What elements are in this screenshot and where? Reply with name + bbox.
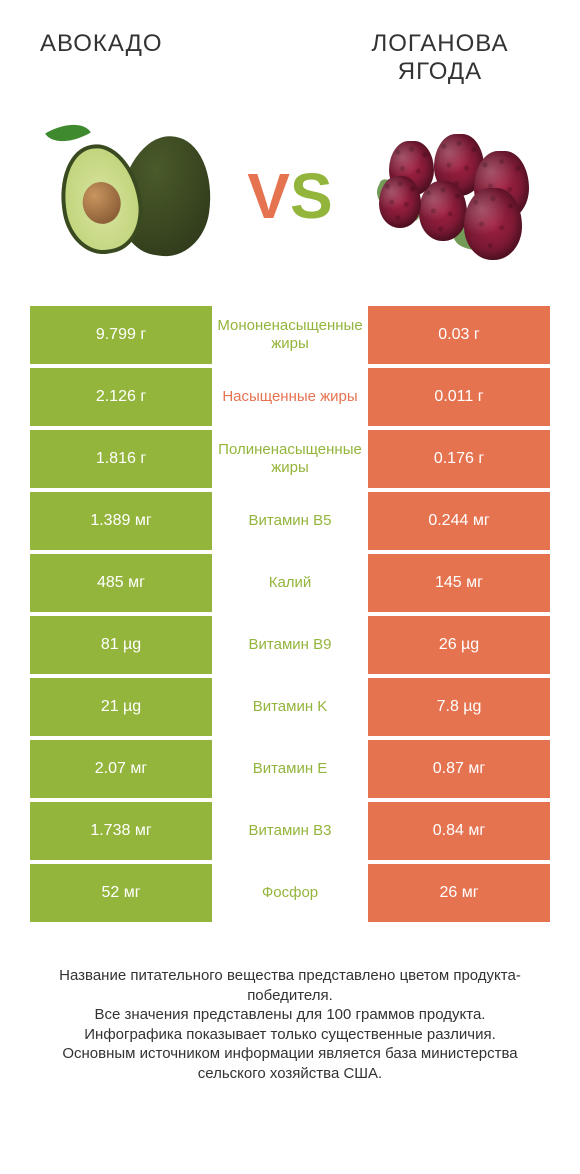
- footer-notes: Название питательного вещества представл…: [0, 926, 580, 1103]
- vs-label: VS: [247, 164, 332, 228]
- right-value: 0.244 мг: [368, 492, 550, 550]
- footer-line: Основным источником информации является …: [30, 1044, 550, 1083]
- table-row: 2.07 мгВитамин E0.87 мг: [30, 740, 550, 798]
- table-row: 21 µgВитамин K7.8 µg: [30, 678, 550, 736]
- footer-line: Все значения представлены для 100 граммо…: [30, 1005, 550, 1025]
- loganberry-illustration: [364, 126, 534, 266]
- right-value: 0.011 г: [368, 368, 550, 426]
- nutrient-label: Витамин E: [212, 740, 368, 798]
- nutrient-label: Витамин B3: [212, 802, 368, 860]
- table-row: 1.738 мгВитамин B30.84 мг: [30, 802, 550, 860]
- left-value: 52 мг: [30, 864, 212, 922]
- right-value: 26 µg: [368, 616, 550, 674]
- nutrient-label: Мононенасыщенные жиры: [212, 306, 368, 364]
- left-value: 21 µg: [30, 678, 212, 736]
- right-product-title: ЛОГАНОВА ЯГОДА: [340, 30, 540, 86]
- nutrient-label: Витамин B5: [212, 492, 368, 550]
- right-value: 0.87 мг: [368, 740, 550, 798]
- table-row: 1.816 гПолиненасыщенные жиры0.176 г: [30, 430, 550, 488]
- avocado-illustration: [46, 126, 216, 266]
- left-value: 2.126 г: [30, 368, 212, 426]
- right-value: 0.176 г: [368, 430, 550, 488]
- nutrient-label: Калий: [212, 554, 368, 612]
- footer-line: Инфографика показывает только существенн…: [30, 1025, 550, 1045]
- table-row: 1.389 мгВитамин B50.244 мг: [30, 492, 550, 550]
- table-row: 81 µgВитамин B926 µg: [30, 616, 550, 674]
- right-value: 145 мг: [368, 554, 550, 612]
- left-product-title: АВОКАДО: [40, 30, 163, 86]
- right-value: 26 мг: [368, 864, 550, 922]
- nutrient-label: Витамин K: [212, 678, 368, 736]
- nutrient-label: Насыщенные жиры: [212, 368, 368, 426]
- right-value: 0.84 мг: [368, 802, 550, 860]
- left-value: 485 мг: [30, 554, 212, 612]
- nutrition-table: 9.799 гМононенасыщенные жиры0.03 г2.126 …: [0, 306, 580, 922]
- nutrient-label: Витамин B9: [212, 616, 368, 674]
- nutrient-label: Фосфор: [212, 864, 368, 922]
- table-row: 9.799 гМононенасыщенные жиры0.03 г: [30, 306, 550, 364]
- images-row: VS: [0, 96, 580, 306]
- left-value: 1.738 мг: [30, 802, 212, 860]
- table-row: 2.126 гНасыщенные жиры0.011 г: [30, 368, 550, 426]
- left-value: 2.07 мг: [30, 740, 212, 798]
- nutrient-label: Полиненасыщенные жиры: [212, 430, 368, 488]
- left-value: 1.389 мг: [30, 492, 212, 550]
- right-value: 7.8 µg: [368, 678, 550, 736]
- table-row: 52 мгФосфор26 мг: [30, 864, 550, 922]
- right-value: 0.03 г: [368, 306, 550, 364]
- left-value: 81 µg: [30, 616, 212, 674]
- footer-line: Название питательного вещества представл…: [30, 966, 550, 1005]
- left-value: 9.799 г: [30, 306, 212, 364]
- vs-letter-v: V: [247, 160, 290, 232]
- vs-letter-s: S: [290, 160, 333, 232]
- table-row: 485 мгКалий145 мг: [30, 554, 550, 612]
- left-value: 1.816 г: [30, 430, 212, 488]
